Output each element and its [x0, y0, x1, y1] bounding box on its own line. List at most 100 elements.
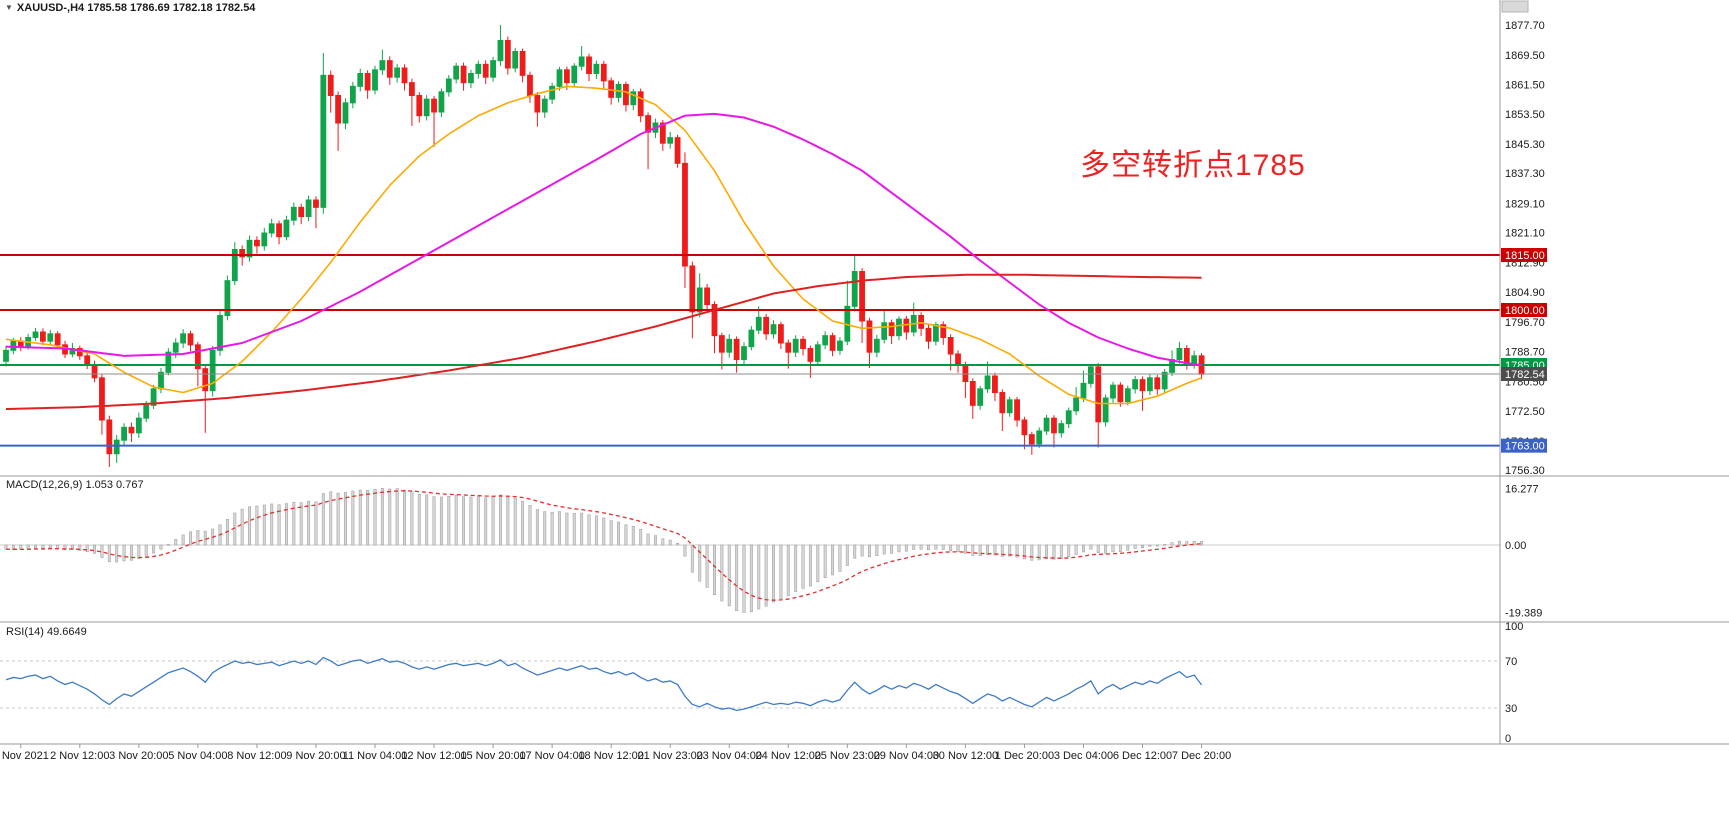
macd-histogram-bar [853, 544, 857, 559]
macd-histogram-bar [558, 511, 561, 546]
price-axis[interactable]: 1877.70 1869.50 1861.50 1853.50 1845.30 1837.… [1499, 0, 1547, 745]
candle-bear [187, 333, 194, 346]
macd-histogram-bar [321, 493, 325, 546]
macd-histogram-bar [314, 501, 318, 546]
macd-histogram-bar [1192, 540, 1196, 546]
macd-histogram-bar [1118, 544, 1122, 552]
candle-bear [106, 419, 113, 455]
macd-histogram-bar [1177, 540, 1181, 546]
bid-badge-text: 1782.54 [1505, 369, 1545, 381]
candle-bull [667, 137, 674, 144]
macd-histogram-bar [978, 544, 982, 557]
candle-bear [40, 331, 46, 342]
time-axis-label: 7 Dec 20:00 [1172, 750, 1231, 762]
candle-bull [851, 270, 858, 307]
macd-histogram-bar [262, 504, 266, 546]
macd-histogram-bar [499, 494, 502, 546]
macd-histogram-bar [661, 538, 665, 546]
macd-histogram-bar [779, 544, 783, 599]
candle-bear [276, 223, 282, 238]
macd-histogram-bar [26, 544, 30, 550]
candle-bull [3, 349, 9, 362]
time-axis-label: 11 Nov 04:00 [343, 750, 408, 762]
candle-bear [99, 377, 105, 421]
time-axis-label: 2 Nov 12:00 [50, 750, 109, 762]
candle-bull [261, 232, 268, 247]
candle-bull [320, 74, 327, 208]
candle-bear [829, 335, 836, 351]
candle-bull [741, 346, 747, 361]
candle-bull [881, 322, 888, 340]
candle-bear [689, 265, 696, 313]
ma-slow-red [5, 273, 1202, 411]
time-axis-label: 12 Nov 12:00 [401, 750, 466, 762]
candle-bull [423, 98, 430, 117]
candle-bear [859, 270, 865, 322]
axis-corner-box [1501, 0, 1529, 13]
candle-bear [91, 364, 98, 379]
candle-bear [1139, 379, 1146, 392]
candle-bear [637, 91, 644, 117]
candle-bear [563, 69, 570, 84]
candle-bear [600, 63, 607, 82]
candle-bull [726, 338, 733, 353]
macd-histogram-bar [307, 500, 311, 546]
macd-histogram-bar [757, 544, 761, 610]
time-axis-label: 1 Nov 2021 [0, 750, 49, 762]
macd-histogram-bar [1045, 544, 1049, 560]
candle-bull [180, 333, 187, 344]
candle-bear [785, 342, 792, 353]
price-axis-label: 1853.50 [1505, 109, 1545, 121]
candle-bull [1080, 382, 1087, 399]
level-badge [1501, 247, 1547, 262]
candle-bull [873, 338, 880, 353]
text-annotation[interactable]: 多空转折点1785 [1080, 149, 1306, 182]
candle-bear [888, 322, 895, 337]
candle-bear [711, 303, 718, 337]
macd-histogram-bar [528, 505, 532, 546]
macd-histogram-bar [454, 494, 458, 546]
macd-histogram-bar [1133, 544, 1137, 549]
price-panel[interactable] [0, 25, 1500, 467]
macd-histogram-bar [934, 544, 938, 550]
macd-histogram-bar [890, 544, 894, 554]
macd-histogram-bar [808, 544, 812, 587]
candle-bear [327, 74, 334, 96]
time-axis-label: 9 Nov 20:00 [286, 750, 345, 762]
candle-bull [755, 316, 762, 331]
time-axis-label: 5 Nov 04:00 [168, 750, 227, 762]
candle-bear [992, 375, 998, 394]
time-axis-label: 6 Dec 12:00 [1113, 750, 1172, 762]
macd-panel[interactable] [0, 488, 1500, 613]
candle-bear [519, 50, 526, 76]
candle-bear [202, 368, 209, 392]
macd-histogram-bar [690, 544, 694, 573]
rsi-axis-label: 0 [1505, 733, 1511, 745]
macd-histogram-bar [801, 544, 805, 589]
macd-histogram-bar [986, 544, 989, 555]
candle-bear [645, 115, 651, 133]
macd-histogram-bar [875, 544, 879, 557]
macd-histogram-bar [299, 502, 303, 546]
rsi-panel[interactable] [0, 656, 1500, 712]
macd-histogram-bar [742, 544, 746, 613]
time-axis-label: 18 Nov 12:00 [578, 750, 643, 762]
symbol-dropdown-icon[interactable]: ▼ [5, 3, 13, 12]
level-badge [1501, 438, 1547, 453]
macd-histogram-bar [410, 491, 414, 546]
candle-bull [246, 239, 253, 258]
candle-bear [431, 98, 437, 113]
candle-bull [1176, 348, 1183, 361]
macd-histogram-bar [85, 544, 89, 552]
macd-histogram-bar [115, 544, 119, 563]
candle-bull [357, 72, 364, 87]
macd-histogram-bar [292, 501, 296, 546]
macd-histogram-bar [240, 508, 244, 546]
candle-bear [54, 333, 61, 346]
macd-histogram-bar [565, 512, 569, 546]
macd-histogram-bar [1022, 544, 1026, 560]
candle-bull [1102, 397, 1109, 423]
macd-axis-label: -19.389 [1505, 607, 1542, 619]
